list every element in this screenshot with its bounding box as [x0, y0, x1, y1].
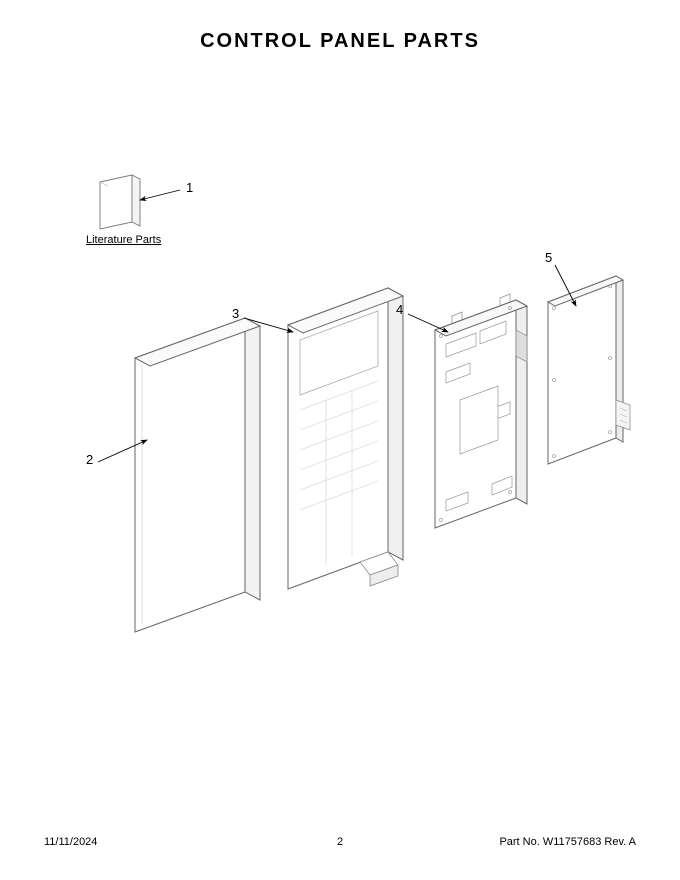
footer-part-number: Part No. W11757683 Rev. A: [499, 836, 636, 848]
callout-4: 4: [396, 302, 403, 317]
callout-1: 1: [186, 180, 193, 195]
part-3-panel: [288, 288, 403, 589]
callout-3: 3: [232, 306, 239, 321]
literature-parts-link[interactable]: Literature Parts: [86, 234, 161, 246]
parts-diagram: [0, 0, 680, 880]
callout-5: 5: [545, 250, 552, 265]
part-2-panel: [135, 318, 260, 632]
part-5-plate: [548, 276, 630, 464]
part-4-board: [435, 294, 527, 528]
page-footer: 11/11/2024 2 Part No. W11757683 Rev. A: [0, 836, 680, 852]
part-1-booklet: [100, 175, 140, 229]
callout-2: 2: [86, 452, 93, 467]
